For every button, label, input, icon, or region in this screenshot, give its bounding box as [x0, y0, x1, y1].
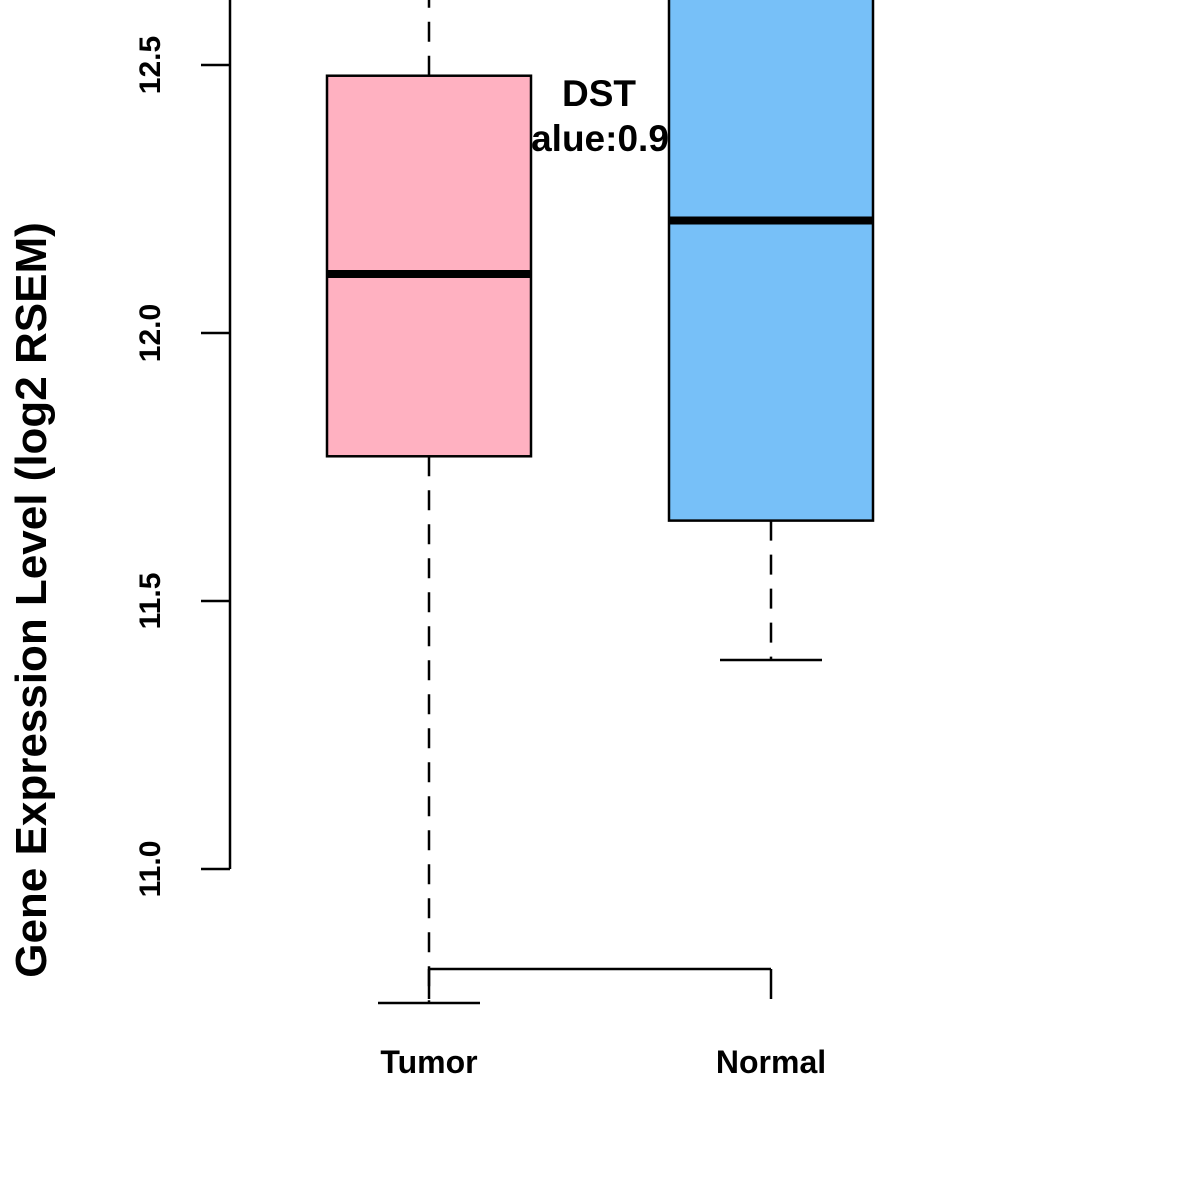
y-axis-label: Gene Expression Level (log2 RSEM)	[7, 222, 56, 978]
y-tick-label: 12.0	[134, 304, 167, 362]
iqr-box	[667, 0, 875, 522]
x-axis: Tumor Normal	[380, 967, 826, 1080]
x-tick-label: Tumor	[380, 1044, 477, 1080]
y-tick-label: 11.0	[134, 841, 167, 898]
box-group	[325, 0, 875, 1005]
chart-title: DST	[562, 73, 636, 114]
y-tick-label: 12.5	[134, 36, 167, 94]
box-normal	[667, 0, 875, 662]
box-tumor	[325, 0, 533, 1005]
x-tick-label: Normal	[716, 1044, 826, 1080]
y-tick-label: 11.5	[134, 573, 167, 630]
iqr-box	[325, 74, 533, 458]
y-axis: 11.011.512.012.513.0	[134, 0, 232, 898]
